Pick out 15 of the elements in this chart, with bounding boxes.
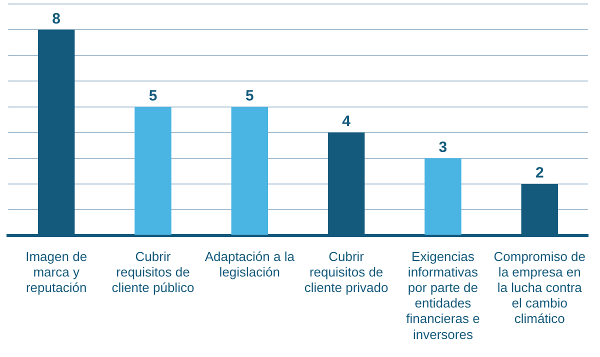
data-label: 3 [438,138,448,156]
data-label: 5 [245,87,254,104]
x-tick-label: Cubrir requisitos de cliente público [112,248,194,295]
data-label: 8 [52,10,60,28]
x-tick-label: Compromiso de la empresa en la lucha contra el cambio climático [494,248,586,326]
x-tick-label: Adaptación a la legislación [204,248,296,280]
x-tick-label: Cubrir requisitos de cliente privado [304,248,388,295]
data-label: 2 [535,164,544,182]
x-tick-label: Imagen de marca y reputación [26,248,88,295]
bar [134,106,172,235]
bar [231,106,268,235]
x-tick-label: Exigencias informativas por parte de entidades financieras e inversores [406,248,480,342]
data-label: 4 [342,113,352,130]
bar [424,158,462,235]
data-label: 5 [148,87,158,104]
